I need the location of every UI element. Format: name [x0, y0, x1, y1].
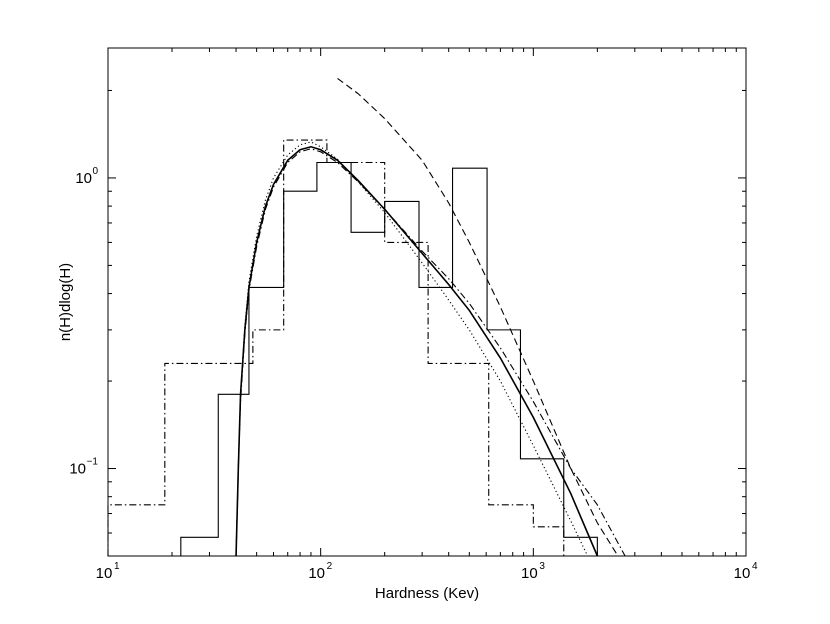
axis-ticks [107, 48, 747, 557]
x-tick-exponent: 4 [752, 561, 758, 572]
x-tick-label: 10 [734, 565, 751, 582]
x-tick-exponent: 2 [327, 561, 333, 572]
plot-frame [107, 47, 747, 557]
histogram-dashdot-1 [107, 139, 565, 556]
y-tick-label: 10 [75, 170, 92, 187]
x-tick-exponent: 3 [539, 561, 545, 572]
curve-dashdot-2 [235, 148, 626, 557]
y-axis-label: n(H)dlog(H) [57, 263, 74, 341]
x-tick-label: 10 [308, 565, 325, 582]
y-tick-exponent: −1 [87, 457, 99, 468]
curve-dotted-1 [235, 141, 589, 557]
curve-dashed-3 [337, 77, 619, 557]
plot-area [107, 77, 626, 557]
x-axis-label: Hardness (Kev) [375, 585, 479, 602]
x-tick-label: 10 [521, 565, 538, 582]
x-tick-exponent: 1 [114, 561, 120, 572]
y-tick-label: 10 [69, 461, 86, 478]
x-tick-label: 10 [96, 565, 113, 582]
y-tick-exponent: 0 [92, 166, 98, 177]
